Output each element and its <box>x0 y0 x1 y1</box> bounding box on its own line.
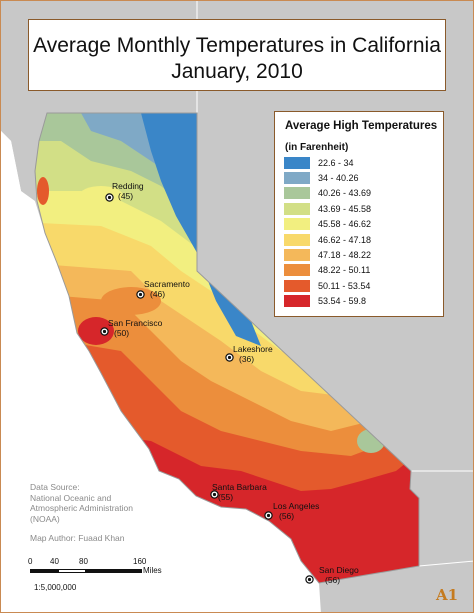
city-dot-icon <box>99 326 109 336</box>
map-subtitle: January, 2010 <box>171 60 303 83</box>
data-source: Data Source: National Oceanic and Atmosp… <box>30 482 133 524</box>
city-dot-icon <box>135 289 145 299</box>
city-name: Redding <box>112 181 144 191</box>
city-dot-icon <box>263 510 273 520</box>
city-dot-icon <box>209 489 219 499</box>
legend-label: 48.22 - 50.11 <box>318 265 371 276</box>
legend-item: 50.11 - 53.54 <box>284 279 370 292</box>
scale-tick-40: 40 <box>50 557 59 566</box>
data-source-line3: (NOAA) <box>30 513 60 524</box>
city-temperature: (45) <box>118 191 134 201</box>
city-name: Santa Barbara <box>212 482 267 492</box>
legend-swatch <box>284 264 310 277</box>
scale-unit: Miles <box>143 566 162 575</box>
legend-item: 43.69 - 45.58 <box>284 202 371 215</box>
legend-label: 46.62 - 47.18 <box>318 234 372 245</box>
legend-item: 53.54 - 59.8 <box>284 295 366 308</box>
city-temperature: (36) <box>239 354 255 364</box>
legend-label: 45.58 - 46.62 <box>318 219 372 230</box>
city-dot-icon <box>224 352 234 362</box>
data-source-line2: Atmospheric Administration <box>30 503 133 513</box>
legend-swatch <box>284 202 310 215</box>
legend-swatch <box>284 295 310 308</box>
city-temperature: (46) <box>150 289 166 299</box>
scale-segment-2 <box>58 569 86 573</box>
city-label: San Diego (56) <box>319 565 359 585</box>
map-title: Average Monthly Temperatures in Californ… <box>33 34 441 57</box>
legend-item: 48.22 - 50.11 <box>284 264 370 277</box>
scale-ratio: 1:5,000,000 <box>34 583 77 592</box>
legend-swatch <box>284 156 310 169</box>
figure-tag: A1 <box>436 586 459 604</box>
legend-label: 40.26 - 43.69 <box>318 188 372 199</box>
data-source-line1: National Oceanic and <box>30 492 112 503</box>
legend-label: 53.54 - 59.8 <box>318 296 367 307</box>
map-title-box: Average Monthly Temperatures in Californ… <box>28 19 446 91</box>
scale-segment-1 <box>30 569 58 573</box>
city-name: Sacramento <box>144 279 190 289</box>
legend-swatch <box>284 187 310 200</box>
legend-swatch <box>284 218 310 231</box>
legend-swatch <box>284 233 310 246</box>
scale-tick-80: 80 <box>79 557 88 566</box>
legend-swatch <box>284 248 310 261</box>
city-temperature: (56) <box>325 575 341 585</box>
city-name: Lakeshore <box>233 344 273 354</box>
legend-item: 46.62 - 47.18 <box>284 233 371 246</box>
legend-item: 34 - 40.26 <box>284 171 359 184</box>
city-label: Lakeshore (36) <box>233 344 273 364</box>
city-label: Los Angeles (56) <box>273 501 319 521</box>
legend-subtitle: (in Farenheit) <box>285 142 349 153</box>
city-label: Santa Barbara (55) <box>212 482 267 502</box>
legend-label: 43.69 - 45.58 <box>318 203 372 214</box>
legend-label: 47.18 - 48.22 <box>318 249 372 260</box>
city-temperature: (56) <box>279 511 295 521</box>
city-label: Sacramento (46) <box>144 279 190 299</box>
city-name: San Diego <box>319 565 359 575</box>
legend-label: 34 - 40.26 <box>318 172 359 183</box>
legend-title: Average High Temperatures <box>285 120 438 132</box>
legend-swatch <box>284 171 310 184</box>
legend-label: 22.6 - 34 <box>318 157 354 168</box>
legend-item: 22.6 - 34 <box>284 156 354 169</box>
city-name: Los Angeles <box>273 501 320 511</box>
city-temperature: (55) <box>218 492 234 502</box>
legend-item: 40.26 - 43.69 <box>284 187 371 200</box>
city-dot-icon <box>104 192 114 202</box>
data-source-label: Data Source: <box>30 482 80 492</box>
city-name: San Francisco <box>108 318 163 328</box>
city-temperature: (50) <box>114 328 130 338</box>
city-dot-icon <box>304 574 314 584</box>
legend-label: 50.11 - 53.54 <box>318 280 371 291</box>
scale-bar: 0 40 80 160 Miles 1:5,000,000 <box>25 557 195 597</box>
scale-tick-0: 0 <box>28 557 33 566</box>
city-label: Redding (45) <box>112 181 144 201</box>
legend: Average High Temperatures (in Farenheit)… <box>274 111 444 317</box>
legend-swatch <box>284 279 310 292</box>
scale-segment-3 <box>86 569 142 573</box>
legend-item: 45.58 - 46.62 <box>284 218 371 231</box>
ocean <box>1 131 321 612</box>
city-label: San Francisco (50) <box>108 318 162 338</box>
legend-item: 47.18 - 48.22 <box>284 248 371 261</box>
scale-tick-160: 160 <box>133 557 147 566</box>
map-author: Map Author: Fuaad Khan <box>30 533 125 543</box>
